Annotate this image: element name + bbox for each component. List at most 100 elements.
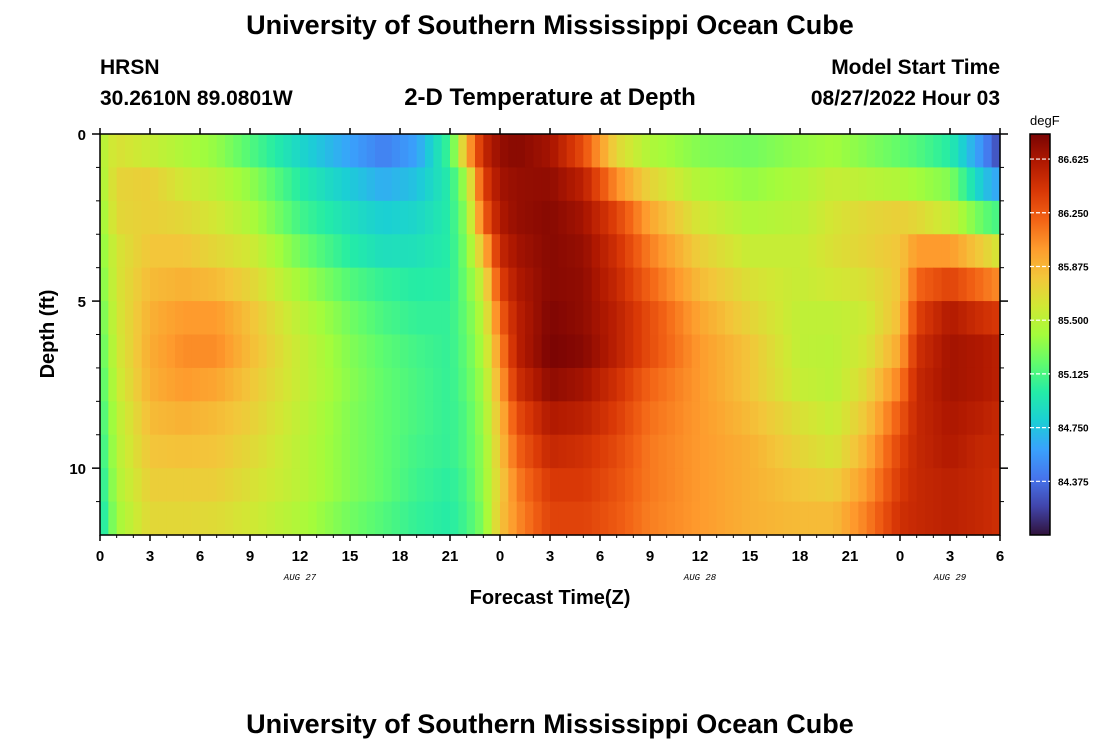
heatmap-cell	[241, 234, 251, 269]
heatmap-cell	[208, 267, 218, 302]
heatmap-cell	[483, 301, 493, 336]
heatmap-cell	[416, 200, 426, 235]
heatmap-cell	[716, 401, 726, 436]
heatmap-cell	[216, 434, 226, 469]
heatmap-cell	[958, 468, 968, 503]
heatmap-cell	[150, 401, 159, 436]
heatmap-cell	[766, 167, 776, 202]
heatmap-cell	[816, 367, 826, 402]
heatmap-cell	[866, 234, 876, 269]
heatmap-cell	[933, 267, 943, 302]
heatmap-cell	[308, 200, 318, 235]
heatmap-cell	[291, 301, 301, 336]
heatmap-cell	[133, 167, 143, 202]
heatmap-cell	[491, 267, 501, 302]
heatmap-cell	[791, 468, 801, 503]
heatmap-cell	[241, 468, 251, 503]
heatmap-cell	[833, 401, 843, 436]
heatmap-cell	[658, 434, 668, 469]
heatmap-cell	[991, 401, 1001, 436]
heatmap-cell	[375, 401, 384, 436]
heatmap-cell	[783, 167, 793, 202]
heatmap-cell	[741, 401, 751, 436]
heatmap-cell	[558, 501, 568, 536]
heatmap-cell	[308, 234, 318, 269]
heatmap-cell	[383, 134, 393, 169]
heatmap-cell	[108, 501, 118, 536]
heatmap-cell	[525, 334, 534, 369]
heatmap-cell	[450, 334, 459, 369]
heatmap-cell	[675, 234, 684, 269]
heatmap-cell	[266, 434, 276, 469]
heatmap-cell	[616, 434, 626, 469]
heatmap-cell	[850, 468, 859, 503]
heatmap-cell	[241, 367, 251, 402]
heatmap-cell	[908, 401, 918, 436]
heatmap-cell	[625, 468, 634, 503]
heatmap-cell	[108, 134, 118, 169]
heatmap-cell	[600, 501, 609, 536]
heatmap-cell	[108, 401, 118, 436]
heatmap-cell	[558, 301, 568, 336]
heatmap-cell	[925, 334, 934, 369]
heatmap-cell	[466, 401, 476, 436]
heatmap-cell	[400, 401, 409, 436]
heatmap-cell	[575, 434, 584, 469]
heatmap-cell	[825, 334, 834, 369]
heatmap-cell	[400, 301, 409, 336]
heatmap-cell	[466, 200, 476, 235]
heatmap-cell	[133, 401, 143, 436]
heatmap-cell	[658, 301, 668, 336]
heatmap-cell	[500, 401, 509, 436]
heatmap-cell	[883, 167, 893, 202]
heatmap-cell	[900, 134, 909, 169]
heatmap-cell	[658, 267, 668, 302]
heatmap-cell	[791, 234, 801, 269]
heatmap-cell	[275, 501, 284, 536]
heatmap-cell	[450, 468, 459, 503]
heatmap-cell	[275, 367, 284, 402]
heatmap-cell	[108, 367, 118, 402]
heatmap-cell	[966, 501, 976, 536]
heatmap-cell	[641, 301, 651, 336]
heatmap-cell	[525, 401, 534, 436]
heatmap-cell	[200, 200, 209, 235]
heatmap-cell	[583, 434, 593, 469]
heatmap-cell	[375, 367, 384, 402]
heatmap-cell	[816, 301, 826, 336]
heatmap-cell	[416, 334, 426, 369]
heatmap-cell	[858, 334, 868, 369]
heatmap-cell	[241, 267, 251, 302]
heatmap-cell	[825, 501, 834, 536]
heatmap-cell	[208, 334, 218, 369]
heatmap-cell	[141, 334, 151, 369]
heatmap-cell	[158, 334, 168, 369]
heatmap-cell	[583, 501, 593, 536]
heatmap-cell	[408, 468, 418, 503]
heatmap-cell	[816, 468, 826, 503]
heatmap-cell	[591, 200, 601, 235]
x-date-label: AUG 28	[683, 573, 717, 583]
heatmap-cell	[300, 301, 309, 336]
heatmap-cell	[675, 401, 684, 436]
heatmap-cell	[433, 267, 443, 302]
heatmap-cell	[325, 301, 334, 336]
heatmap-cell	[716, 334, 726, 369]
heatmap-cell	[483, 434, 493, 469]
heatmap-cell	[850, 401, 859, 436]
heatmap-cell	[275, 301, 284, 336]
heatmap-cell	[516, 468, 526, 503]
heatmap-cell	[825, 301, 834, 336]
heatmap-cell	[525, 134, 534, 169]
heatmap-cell	[116, 367, 126, 402]
heatmap-cell	[908, 501, 918, 536]
heatmap-cell	[308, 468, 318, 503]
heatmap-cell	[758, 367, 768, 402]
x-tick-label: 18	[392, 548, 409, 565]
heatmap-cell	[841, 434, 851, 469]
heatmap-cell	[125, 200, 134, 235]
heatmap-cell	[491, 167, 501, 202]
heatmap-cell	[508, 468, 518, 503]
heatmap-cell	[366, 501, 376, 536]
heatmap-cell	[525, 234, 534, 269]
